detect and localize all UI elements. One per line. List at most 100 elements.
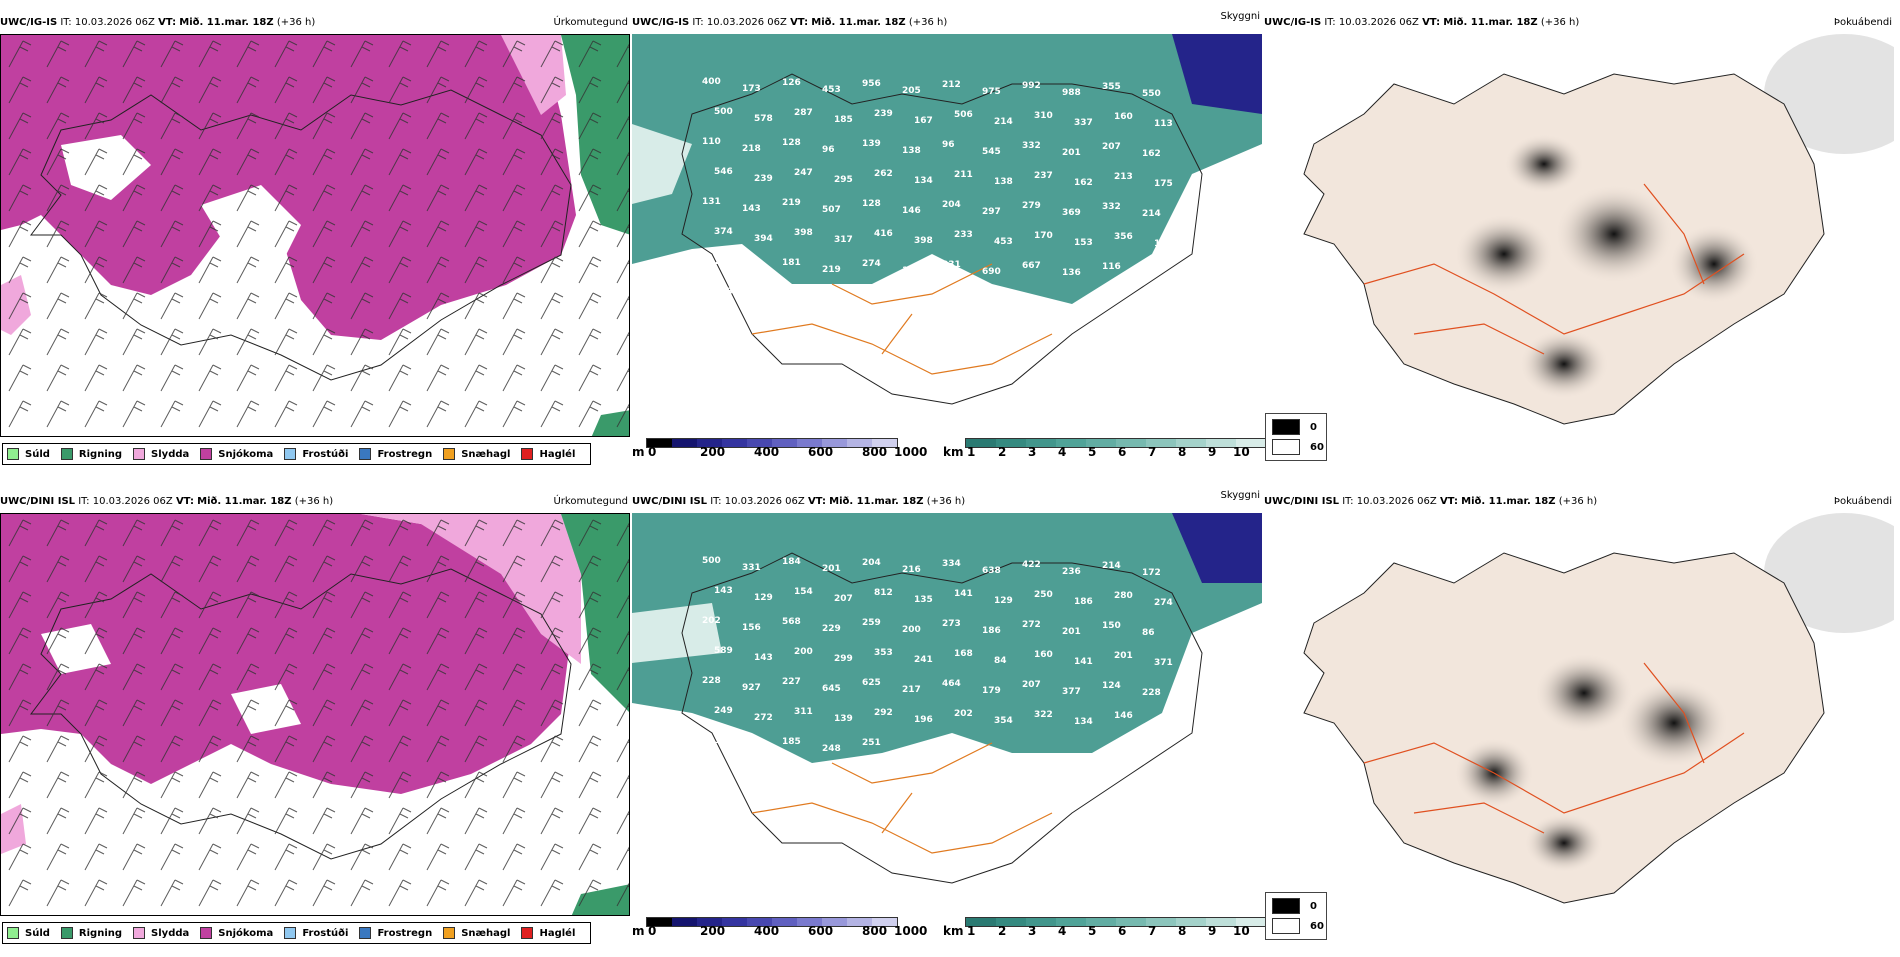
visibility-value-label: 398 [794,228,813,238]
legend-item: Frostregn [359,927,432,939]
visibility-value-label: 138 [994,177,1013,187]
legend-label: Slydda [151,448,190,460]
visibility-value-label: 332 [1102,202,1121,212]
visibility-value-label: 214 [1102,561,1121,571]
visibility-value-label: 355 [1102,82,1121,92]
visibility-value-label: 251 [862,738,881,748]
visibility-value-label: 247 [794,168,813,178]
legend-label: Frostúði [302,927,349,939]
visibility-value-label: 216 [902,565,921,575]
product-title: Skyggni [1220,11,1260,22]
visibility-map: 400 173 126 453 956 205 212 975 992 988 355 550 500 5… [632,34,1262,437]
visibility-scale-km-top: km 1 2 3 4 5 6 7 8 9 10 [943,438,1267,460]
visibility-value-label: 138 [902,146,921,156]
legend-label: Rigning [78,927,123,939]
legend-item: Snjókoma [200,927,273,939]
legend-swatch [443,927,456,939]
visibility-value-label: 332 [1022,141,1041,151]
visibility-scale-m-bottom: m 0 200 400 600 800 1000 [632,917,932,939]
visibility-value-label: 204 [942,200,961,210]
visibility-value-label: 146 [902,206,921,216]
visibility-value-label: 297 [982,207,1001,217]
scale-tick: 400 [754,445,780,459]
fog-index-map [1264,34,1894,437]
color-step [872,439,897,447]
product-title: Þokuábendi [1833,496,1892,507]
visibility-value-label: 317 [834,235,853,245]
visibility-value-label: 507 [822,205,841,215]
legend-label: Súld [25,448,50,460]
color-step [1026,439,1056,447]
fog-legend-swatch [1272,419,1300,435]
legend-swatch [284,927,297,939]
color-strip [965,917,1267,927]
visibility-value-label: 202 [702,616,721,626]
scale-tick: 4 [1058,445,1067,459]
visibility-value-label: 86 [1142,628,1155,638]
visibility-value-label: 213 [1114,172,1133,182]
visibility-value-label: 219 [782,198,801,208]
product-title: Þokuábendi [1833,17,1892,28]
visibility-value-label: 207 [834,594,853,604]
color-strip [646,438,898,448]
visibility-value-label: 690 [982,267,1001,277]
scale-tick: 400 [754,924,780,938]
init-time: IT: 10.03.2026 06Z [78,496,173,507]
color-step [722,439,747,447]
visibility-value-label: 227 [782,677,801,687]
visibility-value-label: 129 [754,593,773,603]
color-step [697,918,722,926]
legend-swatch [521,927,534,939]
visibility-value-label: 645 [822,684,841,694]
visibility-map: 500 331 184 201 204 216 334 638 422 236 214 172 143 1… [632,513,1262,916]
color-step [847,918,872,926]
visibility-value-label: 394 [754,234,773,244]
visibility-value-label: 201 [822,564,841,574]
fog-legend-label: 0 [1310,421,1317,433]
visibility-labels: 400 173 126 453 956 205 212 975 992 988 355 550 500 5… [702,77,1173,305]
precip-type-legend: Súld Rigning Slydda Snjókoma Frostúði Fr… [2,443,592,465]
legend-item: Snjókoma [200,448,273,460]
visibility-value-label: 156 [742,623,761,633]
model-name: UWC/DINI ISL [0,496,76,507]
panel-visibility-dini: UWC/DINI ISL IT: 10.03.2026 06Z VT: Mið.… [632,487,1262,957]
init-time: IT: 10.03.2026 06Z [1324,17,1419,28]
visibility-value-label: 239 [874,109,893,119]
visibility-value-label: 113 [794,288,813,298]
visibility-value-label: 175 [1154,179,1173,189]
color-strip [646,917,898,927]
visibility-value-label: 310 [1034,111,1053,121]
scale-tick: 800 [862,445,888,459]
lead-time: (+36 h) [908,17,948,28]
legend-item: Frostúði [284,927,348,939]
scale-tick: 8 [1178,445,1187,459]
visibility-value-label: 956 [862,79,881,89]
legend-swatch [359,448,372,460]
visibility-value-label: 274 [862,259,881,269]
visibility-value-label: 198 [1154,239,1173,249]
scale-tick: 9 [1208,445,1217,459]
legend-label: Rigning [78,448,123,460]
visibility-value-label: 927 [742,683,761,693]
visibility-value-label: 113 [1154,119,1173,129]
visibility-value-label: 202 [742,743,761,753]
visibility-value-label: 160 [1114,112,1133,122]
visibility-value-label: 172 [1142,568,1161,578]
color-step [1116,918,1146,926]
visibility-value-label: 139 [862,139,881,149]
scale-unit: m [632,445,645,459]
color-step [672,439,697,447]
visibility-value-label: 228 [1142,688,1161,698]
fog-legend-item: 60 [1272,918,1324,934]
color-step [747,918,772,926]
legend-swatch [359,927,372,939]
visibility-value-label: 134 [914,176,933,186]
color-step [1206,918,1236,926]
lead-time: (+36 h) [1540,17,1580,28]
visibility-value-label: 638 [982,566,1001,576]
visibility-value-label: 400 [702,77,721,87]
panel-header: UWC/DINI ISL IT: 10.03.2026 06Z VT: Mið.… [1264,495,1894,509]
legend-label: Haglél [539,448,576,460]
visibility-value-label: 272 [1022,620,1041,630]
visibility-value-label: 173 [742,84,761,94]
